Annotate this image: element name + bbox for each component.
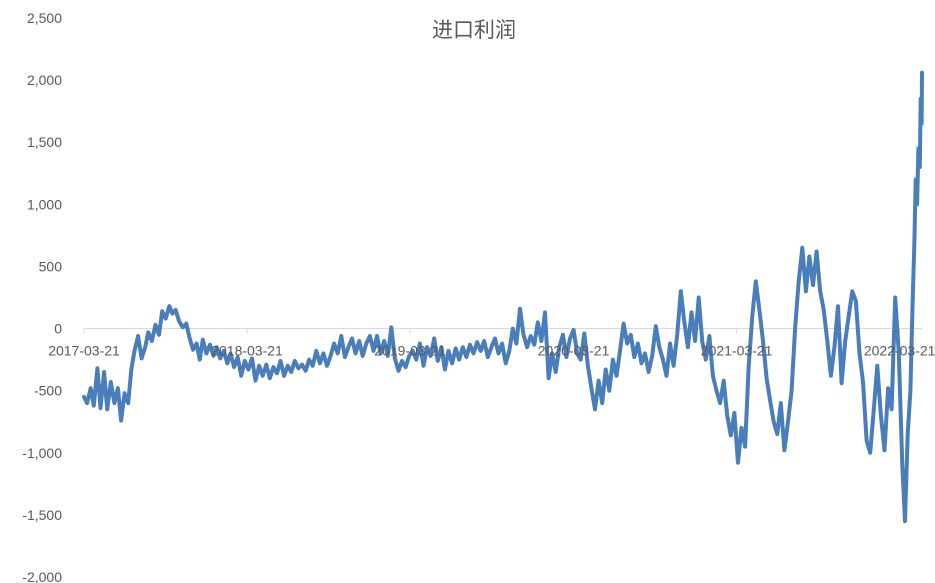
- y-axis-ticks: 2,500 2,000 1,500 1,000 500 0 -500 -1,000 -1,500…: [22, 10, 62, 583]
- x-tick-label: 2021-03-21: [701, 343, 773, 359]
- y-tick-label: 2,500: [27, 10, 62, 26]
- y-tick-label: -1,500: [22, 507, 62, 523]
- x-axis-tick-labels: 2017-03-21 2018-03-21 2019-03-21 2020-03-21…: [48, 343, 935, 359]
- y-tick-label: 2,000: [27, 72, 62, 88]
- x-tick-label: 2018-03-21: [211, 343, 283, 359]
- x-axis-tick-marks: [83, 328, 901, 334]
- x-tick-label: 2017-03-21: [48, 343, 120, 359]
- y-tick-label: -1,000: [22, 445, 62, 461]
- x-tick-label: 2020-03-21: [538, 343, 610, 359]
- y-tick-label: -2,000: [22, 569, 62, 583]
- y-tick-label: 1,500: [27, 134, 62, 150]
- y-tick-label: -500: [34, 383, 62, 399]
- x-tick-label: 2022-03-21: [864, 343, 935, 359]
- chart-title: 进口利润: [432, 18, 516, 42]
- series-line: [82, 70, 924, 524]
- y-tick-label: 0: [54, 321, 62, 337]
- x-tick-label: 2019-03-21: [374, 343, 446, 359]
- y-tick-label: 500: [39, 258, 63, 274]
- y-tick-label: 1,000: [27, 196, 62, 212]
